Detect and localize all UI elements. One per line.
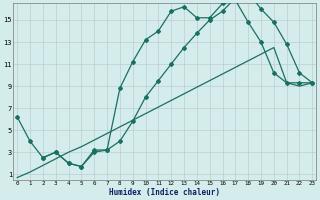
X-axis label: Humidex (Indice chaleur): Humidex (Indice chaleur) xyxy=(109,188,220,197)
